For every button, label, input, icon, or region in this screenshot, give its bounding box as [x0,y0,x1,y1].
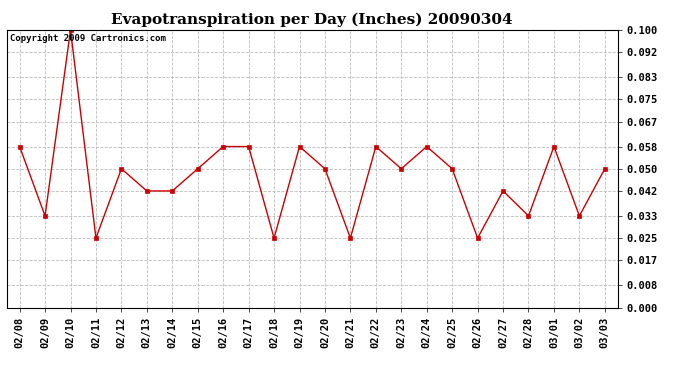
Title: Evapotranspiration per Day (Inches) 20090304: Evapotranspiration per Day (Inches) 2009… [111,13,513,27]
Text: Copyright 2009 Cartronics.com: Copyright 2009 Cartronics.com [10,34,166,43]
